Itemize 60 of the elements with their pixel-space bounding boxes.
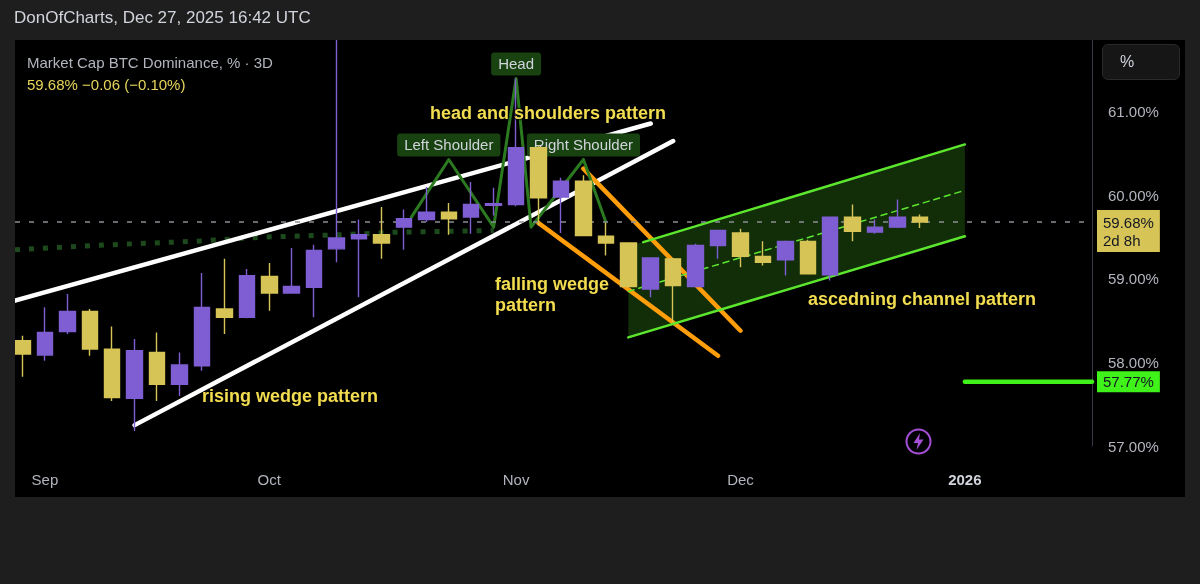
y-axis-title: % (1102, 44, 1180, 80)
candlestick (686, 243, 705, 288)
text: DonOfCharts, Dec 27, 2025 16:42 UTC (14, 8, 311, 28)
y-tick-label: 59.00% (1108, 270, 1159, 288)
candlestick (574, 174, 593, 238)
candlestick (372, 206, 391, 260)
candlestick (238, 268, 256, 319)
candlestick (552, 177, 570, 234)
data-label: 57.77% (1103, 373, 1154, 391)
candlestick (597, 222, 615, 257)
candlestick (350, 218, 368, 298)
candlestick (260, 262, 279, 312)
candlestick (58, 293, 77, 335)
candlestick (664, 257, 682, 324)
candlestick (484, 187, 503, 217)
y-tick-label: 60.00% (1108, 186, 1159, 204)
candlestick (888, 198, 907, 229)
candlestick (170, 351, 189, 397)
candlestick (641, 256, 660, 298)
candlestick (462, 181, 480, 235)
candlestick (395, 208, 413, 251)
candlestick (282, 247, 301, 294)
candlestick (754, 240, 772, 267)
candlestick (193, 272, 211, 372)
candlestick (843, 203, 862, 243)
candlestick (866, 218, 884, 235)
data-label: Left Shoulder (404, 136, 494, 154)
candlestick (911, 213, 929, 229)
candlestick (327, 40, 346, 263)
y-tick-label: 58.00% (1108, 353, 1159, 371)
candlestick (799, 238, 817, 275)
text: Market Cap BTC Dominance, % · 3D (27, 54, 273, 72)
candlestick (305, 243, 323, 319)
candlestick (103, 325, 121, 402)
candlestick (148, 331, 166, 402)
x-tick-label: Nov (502, 471, 530, 488)
x-tick-label: 2026 (948, 471, 982, 488)
x-tick-label: Dec (727, 471, 755, 488)
y-tick-label: 61.00% (1108, 103, 1159, 121)
text: 59.68% −0.06 (−0.10%) (27, 76, 186, 94)
candlestick (81, 308, 99, 357)
y-tick-label: 57.00% (1108, 437, 1159, 455)
candlestick (36, 306, 54, 362)
candlestick (619, 241, 638, 288)
candlestick (731, 228, 750, 268)
x-tick-label: Oct (257, 471, 282, 488)
ref-line-label: 59.68% 2d 8h (1103, 213, 1154, 249)
annotation: rising wedge pattern (201, 385, 379, 406)
candlestick (709, 228, 727, 260)
candlestick (15, 335, 32, 378)
annotation: ascedning channel pattern (808, 288, 1037, 310)
candlestick (417, 186, 436, 223)
annotation: falling wedge pattern (495, 274, 610, 316)
x-tick-label: Sep (31, 471, 59, 488)
data-label: Head (498, 55, 535, 73)
candlestick (215, 258, 234, 335)
candlestick (821, 216, 839, 282)
candlestick (776, 239, 795, 277)
candlestick (440, 202, 458, 236)
candlestick (125, 338, 144, 432)
